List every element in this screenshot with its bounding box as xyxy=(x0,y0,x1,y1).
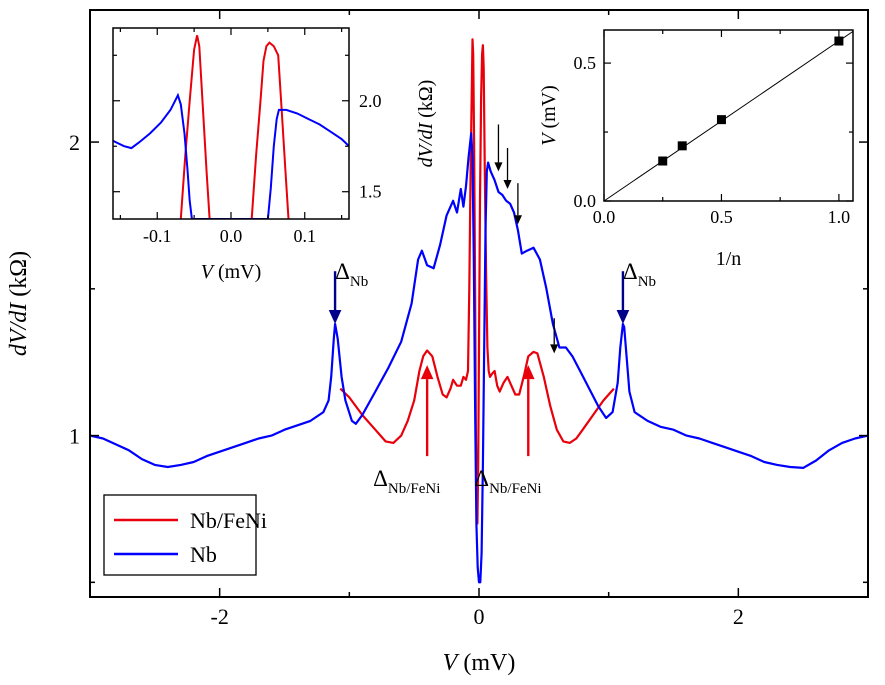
inset-left-series-nb xyxy=(113,92,349,219)
inset-right-y-axis-label-part: (mV) xyxy=(538,85,560,133)
inset-left-y-tick-label: 1.5 xyxy=(359,182,382,202)
gap-label-sub: Nb xyxy=(638,274,656,290)
inset-left-x-tick-label: 0.0 xyxy=(220,226,243,246)
inset-right-y-tick-label: 0.5 xyxy=(574,53,597,73)
inset-right-y-tick-label: 0.0 xyxy=(574,191,597,211)
inset-left-x-tick-label: -0.1 xyxy=(143,226,172,246)
x-axis-label-part: (mV) xyxy=(457,650,515,676)
y-axis-label: dV/dI (kΩ) xyxy=(6,251,32,356)
inset-left-plot: -0.1 0.0 0.1 1.5 2.0 V (mV) dV/dI (kΩ) xyxy=(112,27,437,283)
peak-arrow-0-head xyxy=(494,162,503,172)
gap-label: ΔNb/FeNi xyxy=(373,466,440,497)
y-axis-label-part: (kΩ) xyxy=(6,251,32,303)
peak-arrow-3-head xyxy=(550,344,559,354)
inset-left-y-axis-label: dV/dI (kΩ) xyxy=(415,80,437,168)
gap-label: ΔNb xyxy=(623,259,656,290)
y-tick-label: 2 xyxy=(69,130,80,155)
inset-right-y-axis-label-part: V xyxy=(538,131,560,146)
legend-label: Nb xyxy=(190,542,217,567)
gap-label-delta: Δ xyxy=(335,259,350,284)
inset-right-x-tick-label: 0.0 xyxy=(593,207,616,227)
legend-label: Nb/FeNi xyxy=(190,508,267,533)
inset-right-x-tick-label: 1.0 xyxy=(828,207,851,227)
x-tick-label: 0 xyxy=(474,604,485,629)
inset-left-y-tick-label: 2.0 xyxy=(359,91,382,111)
inset-right-plot: 0.0 0.5 1.0 0.0 0.5 1/n V (mV) xyxy=(538,29,854,270)
inset-left-x-axis-label-part: (mV) xyxy=(213,261,261,283)
inset-left-y-axis-label-part: dV/dI xyxy=(415,122,437,168)
gap-label: ΔNb/FeNi xyxy=(474,466,541,497)
inset-right-frame xyxy=(603,29,854,202)
y-axis-label-part: dV/dI xyxy=(6,302,32,356)
inset-left-x-axis-label-part: V xyxy=(201,261,216,283)
gap-label-delta: Δ xyxy=(373,466,388,491)
gap-arrow-3-head xyxy=(521,365,535,380)
gap-label-sub: Nb/FeNi xyxy=(388,481,441,497)
inset-right-data-point xyxy=(658,156,668,166)
x-axis-label: V (mV) xyxy=(443,650,516,676)
inset-left-x-axis-label: V (mV) xyxy=(201,261,262,283)
inset-right-y-axis-label: V (mV) xyxy=(538,85,560,146)
y-tick-label: 1 xyxy=(69,424,80,449)
legend-box xyxy=(103,494,257,576)
inset-right-data-point xyxy=(677,141,687,151)
gap-arrow-1-head xyxy=(616,310,630,325)
inset-left-background xyxy=(113,28,349,219)
peak-arrow-2-head xyxy=(513,215,522,225)
gap-arrow-2-head xyxy=(420,365,434,380)
inset-right-fit-line xyxy=(603,30,854,202)
gap-label-sub: Nb/FeNi xyxy=(489,481,541,497)
gap-label: ΔNb xyxy=(335,259,368,290)
x-axis-label-part: V xyxy=(443,650,460,676)
inset-left-series-nbfeni xyxy=(179,35,290,219)
x-tick-label: 2 xyxy=(733,604,744,629)
gap-label-sub: Nb xyxy=(350,274,368,290)
gap-arrow-0-head xyxy=(328,310,342,325)
gap-label-delta: Δ xyxy=(474,466,489,491)
inset-left-y-axis-label-part: (kΩ) xyxy=(415,80,437,123)
legend: Nb/FeNi Nb xyxy=(103,494,267,576)
inset-right-data-point xyxy=(834,36,844,46)
series-line-nbfeni xyxy=(339,38,615,525)
inset-right-data-point xyxy=(716,115,726,125)
x-tick-label: -2 xyxy=(211,604,229,629)
inset-right-x-tick-label: 0.5 xyxy=(710,207,733,227)
peak-arrow-1-head xyxy=(503,180,512,190)
inset-left-x-tick-label: 0.1 xyxy=(294,226,317,246)
inset-right-x-axis-label: 1/n xyxy=(716,248,742,270)
series-line-nb xyxy=(89,132,869,584)
gap-label-delta: Δ xyxy=(623,259,638,284)
